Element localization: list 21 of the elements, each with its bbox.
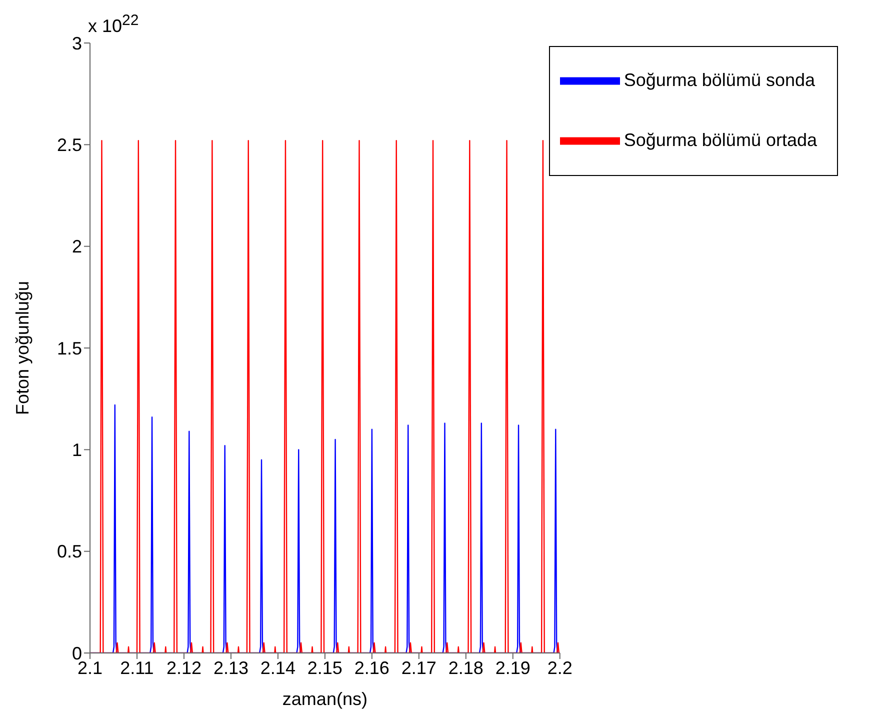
- y-tick-label: 3: [72, 33, 82, 54]
- y-tick-label: 2: [72, 236, 82, 257]
- legend-label: Soğurma bölümü ortada: [624, 130, 817, 150]
- y-tick-label: 1: [72, 440, 82, 460]
- y-tick-label: 2.5: [56, 135, 82, 156]
- x-tick-label: 2.17: [401, 658, 436, 678]
- legend-label: Soğurma bölümü sonda: [624, 70, 815, 90]
- x-tick-label: 2.13: [213, 658, 248, 678]
- x-tick-label: 2.2: [547, 658, 572, 678]
- x-tick-label: 2.12: [166, 658, 202, 678]
- x-tick-label: 2.19: [495, 658, 530, 678]
- x-tick-label: 2.16: [354, 658, 390, 678]
- x-axis-title: zaman(ns): [282, 689, 368, 709]
- x-tick-label: 2.14: [260, 658, 296, 678]
- text: x 10$^{22}$: [88, 12, 139, 37]
- x-tick-label: 2.11: [120, 658, 154, 678]
- x-tick-label: 2.18: [448, 658, 484, 678]
- y-axis-title: Foton yoğunluğu: [12, 280, 32, 416]
- y-tick-label: 0.5: [56, 542, 82, 562]
- y-tick-label: 1.5: [56, 338, 82, 358]
- x-tick-label: 2.15: [307, 658, 342, 678]
